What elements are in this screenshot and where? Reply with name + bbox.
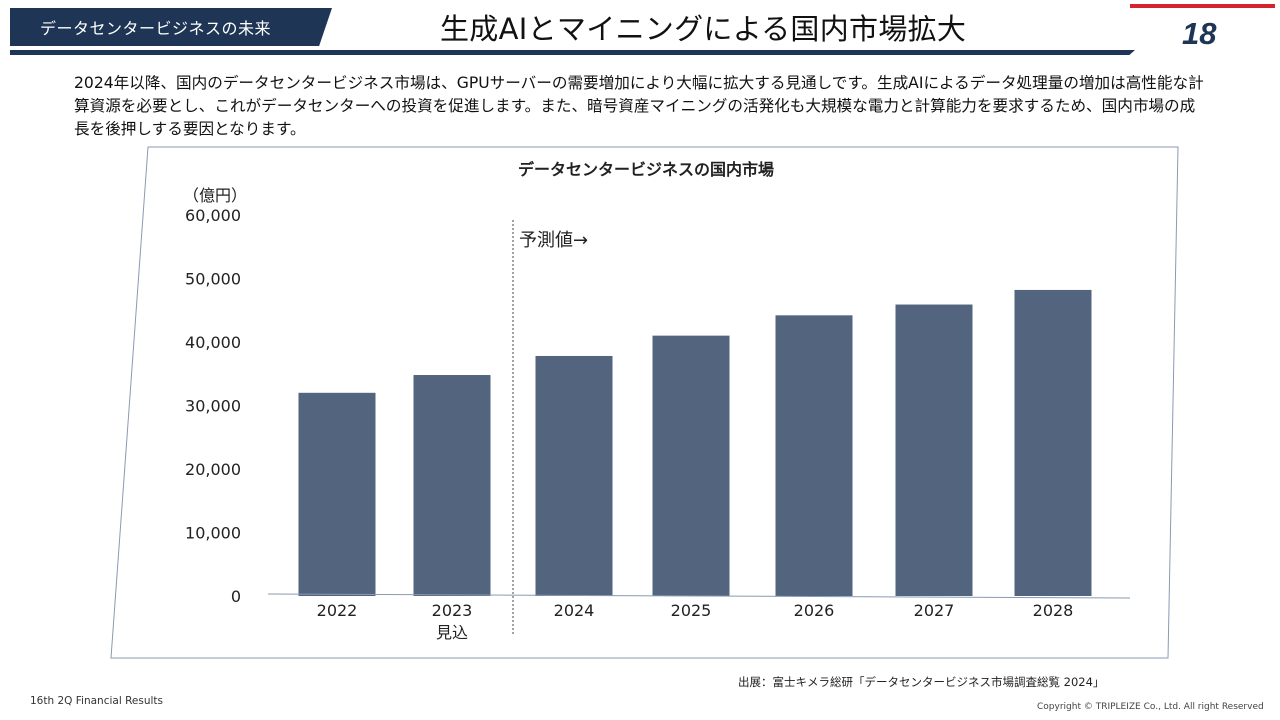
y-tick-label: 0 [231, 587, 241, 606]
copyright-notice: Copyright © TRIPLEIZE Co., Ltd. All righ… [1037, 702, 1264, 712]
forecast-label: 予測値→ [519, 230, 589, 251]
bar-4 [775, 315, 853, 596]
chart-title: データセンタービジネスの国内市場 [518, 160, 775, 179]
header-divider [10, 50, 1135, 55]
footer-report-name: 16th 2Q Financial Results [30, 695, 163, 707]
x-tick-label: 2026 [794, 601, 835, 620]
source-note: 出展：富士キメラ総研「データセンタービジネス市場調査総覧 2024」 [738, 675, 1105, 689]
y-tick-label: 20,000 [185, 460, 241, 479]
x-axis-baseline [267, 593, 1131, 599]
x-tick-label: 2024 [554, 601, 595, 620]
bar-5 [895, 304, 973, 596]
chart-frame [110, 146, 1179, 659]
x-tick-label: 2023 見込 [432, 601, 473, 642]
y-axis-unit: （億円） [183, 186, 248, 205]
section-tag: データセンタービジネスの未来 [10, 8, 332, 46]
bar-3 [652, 335, 730, 596]
x-tick-label: 2022 [317, 601, 358, 620]
bar-1 [413, 375, 491, 596]
bar-6 [1014, 289, 1092, 596]
y-tick-label: 10,000 [185, 524, 241, 543]
page-title: 生成AIとマイニングによる国内市場拡大 [440, 12, 967, 46]
bar-0 [298, 392, 376, 596]
y-tick-label: 50,000 [185, 270, 241, 289]
intro-paragraph: 2024年以降、国内のデータセンタービジネス市場は、GPUサーバーの需要増加によ… [74, 74, 1204, 138]
x-tick-label: 2028 [1033, 601, 1074, 620]
y-tick-label: 60,000 [185, 206, 241, 225]
accent-bar [1130, 4, 1275, 8]
x-tick-label: 2027 [914, 601, 955, 620]
x-tick-label: 2025 [671, 601, 712, 620]
y-tick-label: 40,000 [185, 333, 241, 352]
page-number: 18 [1182, 16, 1217, 51]
y-tick-label: 30,000 [185, 397, 241, 416]
bar-2 [535, 355, 613, 596]
